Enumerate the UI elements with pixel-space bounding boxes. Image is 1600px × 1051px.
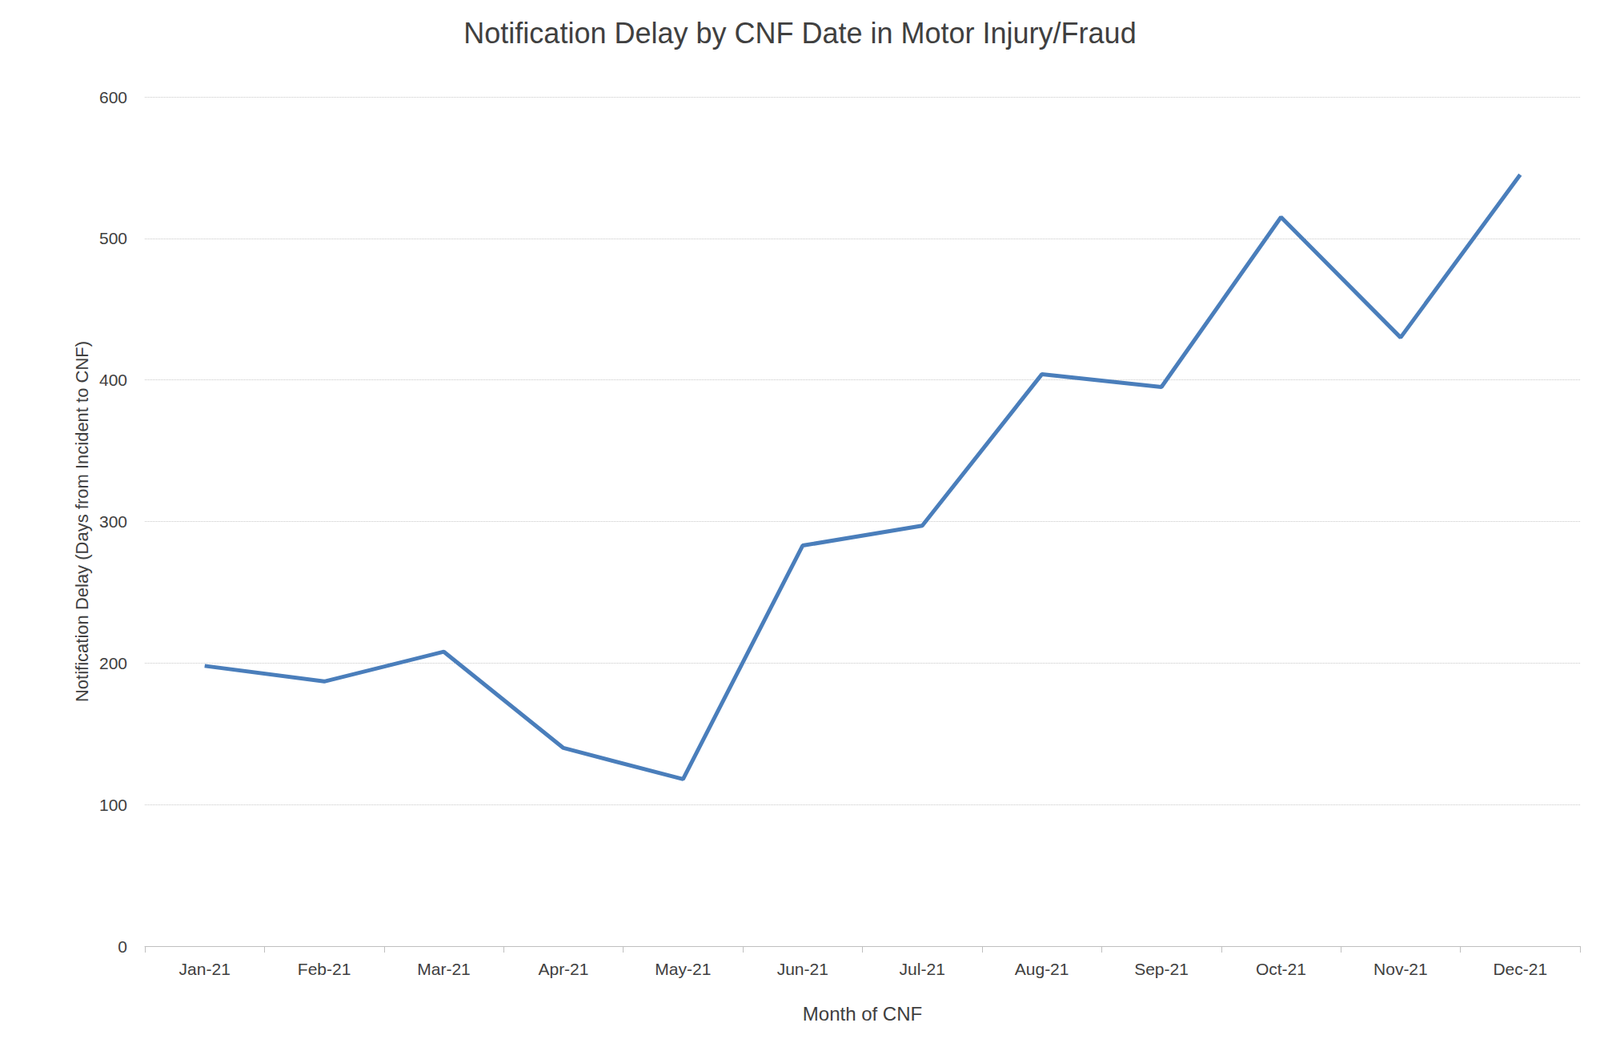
svg-text:Month of CNF: Month of CNF — [802, 1002, 923, 1025]
svg-text:400: 400 — [99, 370, 128, 389]
svg-text:300: 300 — [99, 512, 128, 531]
svg-text:May-21: May-21 — [654, 959, 711, 979]
svg-text:Aug-21: Aug-21 — [1014, 959, 1070, 979]
svg-text:Jun-21: Jun-21 — [777, 959, 829, 979]
svg-text:Dec-21: Dec-21 — [1492, 959, 1548, 979]
svg-text:Apr-21: Apr-21 — [537, 959, 589, 979]
svg-text:Notification Delay by CNF Date: Notification Delay by CNF Date in Motor … — [463, 16, 1136, 50]
svg-text:Mar-21: Mar-21 — [417, 959, 471, 979]
svg-text:Notification Delay (Days from: Notification Delay (Days from Incident t… — [72, 340, 93, 702]
svg-text:Nov-21: Nov-21 — [1373, 959, 1428, 979]
svg-text:200: 200 — [99, 653, 128, 673]
svg-text:0: 0 — [117, 937, 128, 956]
svg-text:500: 500 — [99, 228, 128, 248]
svg-text:Oct-21: Oct-21 — [1255, 959, 1307, 979]
svg-text:600: 600 — [99, 88, 128, 107]
svg-text:Jan-21: Jan-21 — [179, 959, 231, 979]
svg-text:Jul-21: Jul-21 — [899, 959, 946, 979]
svg-text:100: 100 — [99, 795, 128, 815]
svg-text:Feb-21: Feb-21 — [297, 959, 352, 979]
svg-text:Sep-21: Sep-21 — [1134, 959, 1189, 979]
